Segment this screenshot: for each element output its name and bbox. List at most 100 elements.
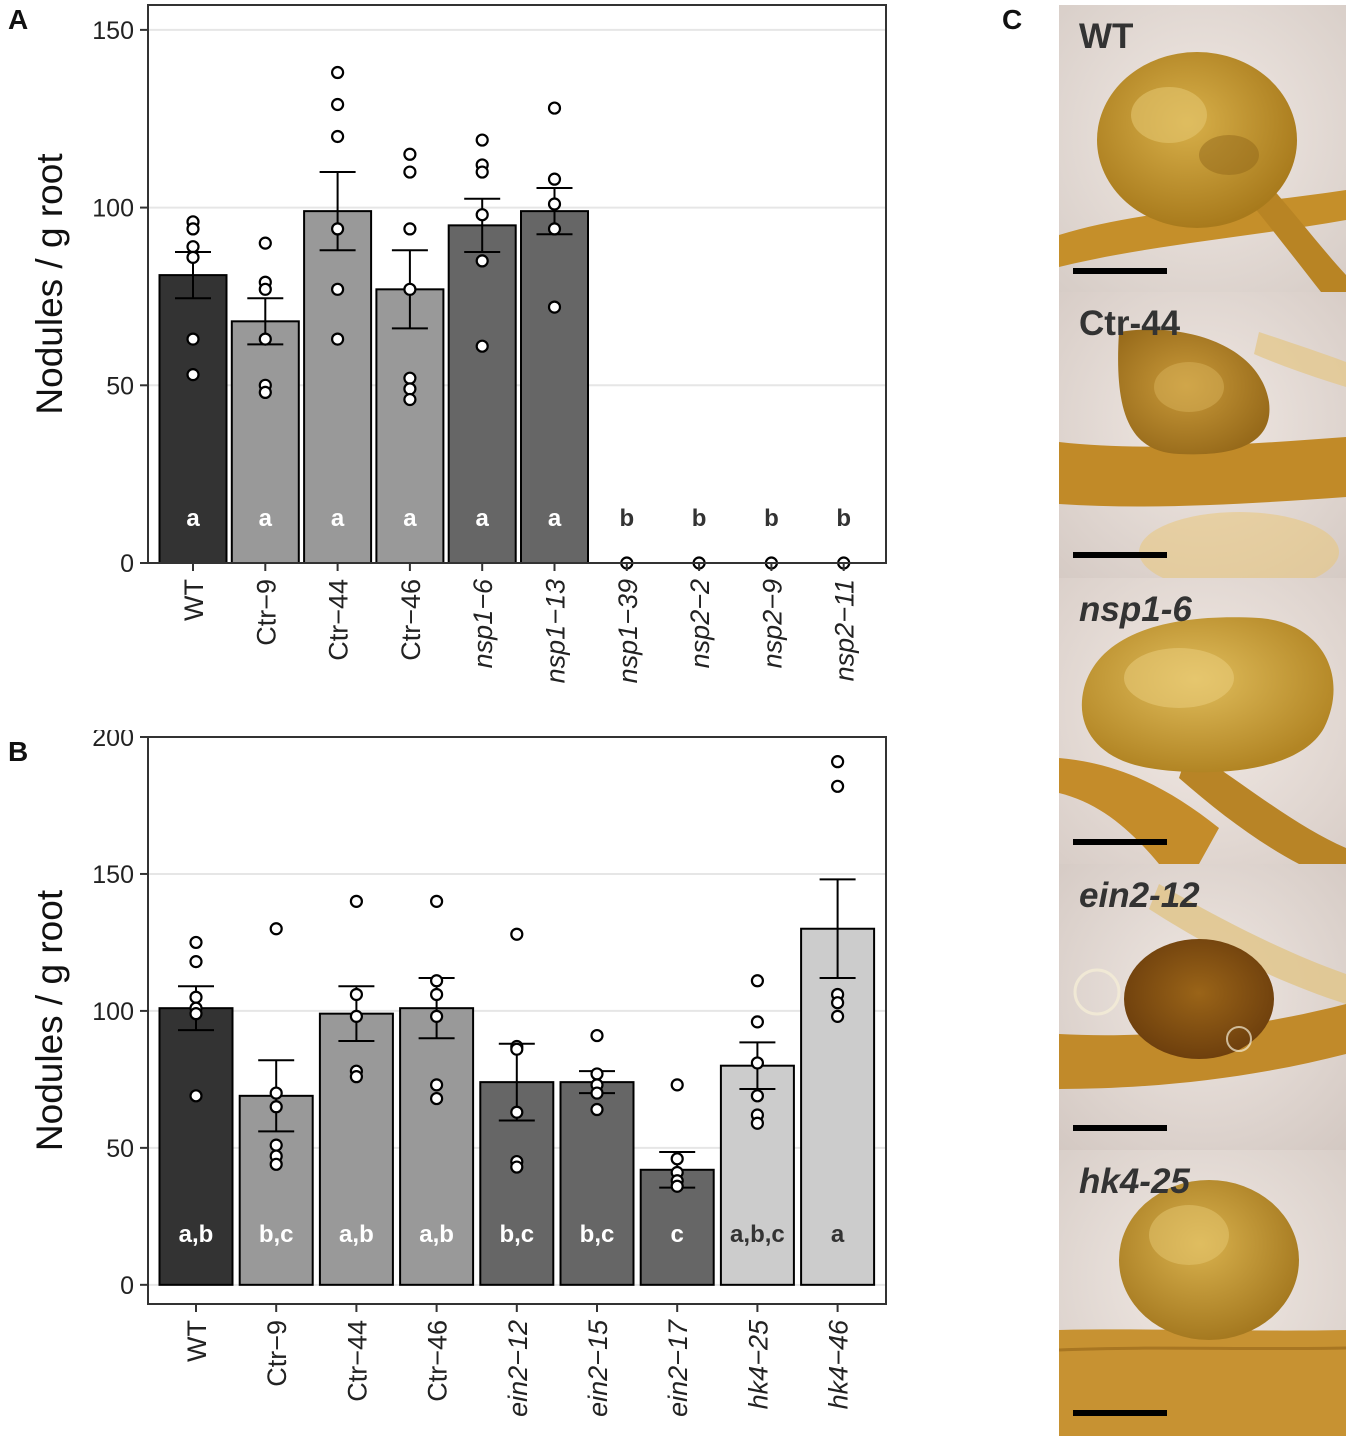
data-point [269, 1086, 283, 1100]
data-point [269, 922, 283, 936]
data-point [547, 101, 562, 115]
x-tick-label: Ctr−44 [342, 1320, 372, 1402]
plot-frame [147, 4, 887, 564]
data-point [349, 1070, 363, 1084]
y-axis-label: Nodules / g root [29, 153, 70, 415]
y-tick-label: 100 [92, 195, 134, 223]
data-point [750, 1015, 765, 1029]
nodule-photo-5 [1059, 1150, 1346, 1436]
data-point [750, 1089, 765, 1103]
data-point [590, 1086, 604, 1100]
photo-panel-1: WT [1059, 5, 1346, 292]
x-tick-label: nsp2−11 [830, 579, 860, 681]
data-point [590, 1028, 604, 1043]
data-point [186, 368, 200, 382]
x-tick-label: Ctr−9 [262, 1320, 292, 1387]
significance-letter: a [403, 505, 417, 532]
photo-label-5: hk4-25 [1079, 1162, 1190, 1201]
data-point [430, 1078, 444, 1092]
scale-bar-1 [1073, 268, 1167, 274]
y-tick-label: 50 [106, 372, 134, 400]
data-point [189, 1007, 203, 1021]
significance-letter: a [186, 505, 200, 532]
x-tick-label: Ctr−46 [396, 579, 426, 661]
data-point [258, 332, 272, 346]
y-tick-label: 150 [92, 861, 134, 889]
photo-panel-2: Ctr-44 [1059, 292, 1346, 578]
photo-panel-3: nsp1-6 [1059, 578, 1346, 864]
data-point [750, 1116, 765, 1130]
data-point [475, 339, 489, 353]
data-point [830, 755, 845, 769]
x-tick-label: WT [179, 579, 209, 621]
data-point [331, 65, 345, 80]
data-point [403, 282, 417, 296]
data-point [189, 935, 203, 950]
x-tick-label: Ctr−44 [324, 579, 354, 661]
x-tick-label: nsp1−39 [613, 579, 643, 683]
x-tick-label: hk4−25 [743, 1319, 773, 1409]
data-point [475, 254, 489, 268]
significance-letter: a [259, 505, 273, 532]
significance-letter: a [831, 1221, 845, 1248]
chart-a: a a a a a a b b b b 0 50 100 150 Nodules / g root WT Ctr… [29, 4, 887, 683]
x-tick-label: ein2−12 [503, 1320, 533, 1417]
data-point [186, 332, 200, 346]
data-point [430, 894, 444, 908]
significance-letter: a,b [179, 1221, 214, 1248]
significance-letter: a,b [419, 1221, 454, 1248]
data-point [830, 996, 845, 1010]
data-point [510, 1042, 524, 1056]
x-tick-label: nsp2−9 [757, 579, 787, 668]
significance-letter: b [836, 505, 851, 532]
scale-bar-2 [1073, 552, 1167, 558]
data-point [331, 282, 345, 296]
data-point [189, 1089, 203, 1103]
x-tick-label: ein2−17 [663, 1319, 693, 1417]
photo-label-1: WT [1079, 17, 1134, 56]
data-point [189, 955, 203, 969]
significance-letter: b,c [499, 1221, 534, 1248]
photo-label-4: ein2-12 [1079, 876, 1200, 915]
photo-label-3: nsp1-6 [1079, 590, 1192, 629]
scale-bar-4 [1073, 1125, 1167, 1131]
x-tick-label: WT [182, 1320, 212, 1362]
nodule-photo-1 [1059, 5, 1346, 292]
significance-letter: b,c [580, 1221, 615, 1248]
x-tick-label: Ctr−9 [251, 579, 281, 646]
data-point [475, 165, 489, 179]
significance-letter: c [671, 1221, 684, 1248]
significance-letter: b [619, 505, 634, 532]
data-point [331, 222, 345, 236]
data-point [258, 236, 272, 250]
y-tick-label: 50 [106, 1135, 134, 1163]
data-point [430, 1091, 444, 1106]
scale-bar-3 [1073, 839, 1167, 845]
data-point [830, 1009, 845, 1023]
panel-label-b: B [8, 736, 29, 767]
y-tick-label: 200 [92, 730, 134, 752]
data-point [475, 208, 489, 222]
significance-letter: b,c [259, 1221, 294, 1248]
data-point [510, 1105, 524, 1119]
data-point [186, 240, 200, 254]
nodule-photo-4 [1059, 864, 1346, 1150]
data-point [590, 1067, 604, 1081]
data-point [403, 165, 417, 179]
data-point [430, 987, 444, 1002]
photo-panel-5: hk4-25 [1059, 1150, 1346, 1436]
y-tick-label: 150 [92, 17, 134, 45]
data-point [269, 1157, 283, 1171]
significance-letter: a,b,c [730, 1221, 785, 1248]
data-point [547, 300, 562, 314]
bar [318, 1012, 394, 1286]
data-point [510, 927, 524, 941]
data-point [430, 1009, 444, 1023]
data-point [670, 1078, 684, 1092]
x-tick-label: hk4−46 [824, 1319, 854, 1409]
y-tick-label: 0 [120, 550, 134, 578]
data-point [258, 282, 272, 296]
data-point [349, 894, 363, 908]
panel-label-c: C [1002, 4, 1023, 35]
